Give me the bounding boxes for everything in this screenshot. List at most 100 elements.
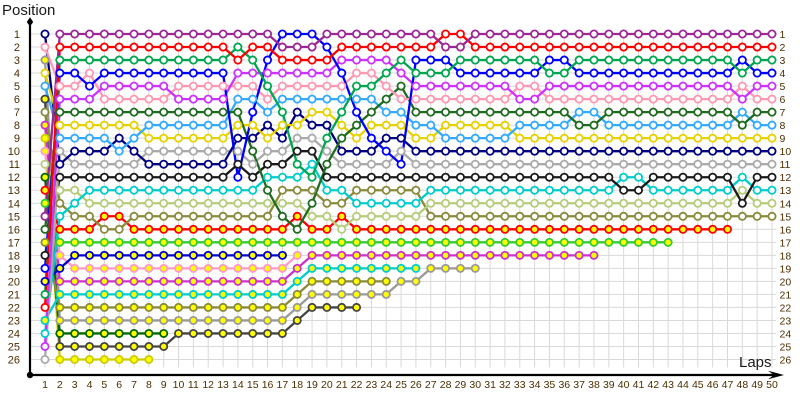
svg-text:14: 14 xyxy=(8,198,20,210)
svg-text:4: 4 xyxy=(780,68,786,80)
svg-text:34: 34 xyxy=(529,379,541,391)
svg-text:2: 2 xyxy=(14,42,20,54)
svg-text:37: 37 xyxy=(573,379,585,391)
svg-text:14: 14 xyxy=(780,198,792,210)
svg-text:18: 18 xyxy=(8,250,20,262)
svg-text:3: 3 xyxy=(14,55,20,67)
svg-text:49: 49 xyxy=(751,379,763,391)
svg-text:26: 26 xyxy=(780,355,792,367)
svg-text:22: 22 xyxy=(780,302,792,314)
svg-text:5: 5 xyxy=(780,81,786,93)
svg-text:20: 20 xyxy=(321,379,333,391)
svg-text:13: 13 xyxy=(8,185,20,197)
svg-text:17: 17 xyxy=(780,237,792,249)
svg-text:43: 43 xyxy=(662,379,674,391)
svg-text:30: 30 xyxy=(469,379,481,391)
svg-text:26: 26 xyxy=(410,379,422,391)
svg-text:9: 9 xyxy=(14,133,20,145)
svg-text:17: 17 xyxy=(277,379,289,391)
svg-text:12: 12 xyxy=(780,172,792,184)
svg-text:24: 24 xyxy=(780,328,792,340)
svg-text:14: 14 xyxy=(232,379,244,391)
svg-text:11: 11 xyxy=(9,159,20,171)
svg-text:45: 45 xyxy=(692,379,704,391)
svg-text:13: 13 xyxy=(217,379,229,391)
svg-text:23: 23 xyxy=(780,315,792,327)
svg-text:25: 25 xyxy=(395,379,407,391)
svg-text:28: 28 xyxy=(440,379,452,391)
svg-text:46: 46 xyxy=(707,379,719,391)
svg-text:3: 3 xyxy=(780,55,786,67)
svg-text:11: 11 xyxy=(188,379,199,391)
svg-text:10: 10 xyxy=(780,146,792,158)
svg-text:32: 32 xyxy=(499,379,511,391)
svg-text:7: 7 xyxy=(14,107,20,119)
svg-text:4: 4 xyxy=(87,379,93,391)
svg-text:7: 7 xyxy=(780,107,786,119)
svg-text:27: 27 xyxy=(425,379,437,391)
svg-text:12: 12 xyxy=(202,379,214,391)
svg-text:44: 44 xyxy=(677,379,689,391)
svg-text:47: 47 xyxy=(722,379,734,391)
svg-text:8: 8 xyxy=(14,120,20,132)
svg-text:42: 42 xyxy=(647,379,659,391)
svg-text:25: 25 xyxy=(8,341,20,353)
svg-text:Laps: Laps xyxy=(739,354,772,371)
svg-text:21: 21 xyxy=(780,289,792,301)
svg-text:19: 19 xyxy=(8,263,20,275)
svg-text:19: 19 xyxy=(306,379,318,391)
svg-text:6: 6 xyxy=(780,94,786,106)
svg-text:29: 29 xyxy=(455,379,467,391)
svg-text:13: 13 xyxy=(780,185,792,197)
svg-text:8: 8 xyxy=(146,379,152,391)
svg-text:15: 15 xyxy=(247,379,259,391)
svg-text:26: 26 xyxy=(8,355,20,367)
svg-text:40: 40 xyxy=(618,379,630,391)
svg-text:5: 5 xyxy=(101,379,107,391)
svg-text:10: 10 xyxy=(8,146,20,158)
svg-text:6: 6 xyxy=(116,379,122,391)
svg-text:33: 33 xyxy=(514,379,526,391)
svg-text:1: 1 xyxy=(780,29,786,41)
svg-text:16: 16 xyxy=(262,379,274,391)
svg-text:21: 21 xyxy=(8,289,20,301)
svg-text:48: 48 xyxy=(736,379,748,391)
svg-text:25: 25 xyxy=(780,341,792,353)
svg-text:31: 31 xyxy=(484,379,496,391)
svg-text:24: 24 xyxy=(8,328,20,340)
svg-text:50: 50 xyxy=(766,379,778,391)
svg-text:6: 6 xyxy=(14,94,20,106)
svg-text:10: 10 xyxy=(173,379,185,391)
svg-text:1: 1 xyxy=(14,29,20,41)
svg-text:7: 7 xyxy=(131,379,137,391)
svg-text:39: 39 xyxy=(603,379,615,391)
svg-text:19: 19 xyxy=(780,263,792,275)
svg-text:15: 15 xyxy=(8,211,20,223)
svg-text:9: 9 xyxy=(780,133,786,145)
svg-text:35: 35 xyxy=(544,379,556,391)
svg-text:41: 41 xyxy=(633,379,645,391)
svg-text:8: 8 xyxy=(780,120,786,132)
svg-text:3: 3 xyxy=(72,379,78,391)
svg-text:20: 20 xyxy=(8,276,20,288)
svg-text:11: 11 xyxy=(780,159,791,171)
svg-text:38: 38 xyxy=(588,379,600,391)
svg-text:21: 21 xyxy=(336,379,348,391)
svg-text:20: 20 xyxy=(780,276,792,288)
svg-text:4: 4 xyxy=(14,68,20,80)
svg-text:23: 23 xyxy=(8,315,20,327)
svg-text:15: 15 xyxy=(780,211,792,223)
svg-text:24: 24 xyxy=(380,379,392,391)
svg-text:18: 18 xyxy=(780,250,792,262)
svg-text:2: 2 xyxy=(57,379,63,391)
svg-text:18: 18 xyxy=(291,379,303,391)
svg-text:9: 9 xyxy=(161,379,167,391)
svg-text:22: 22 xyxy=(351,379,363,391)
svg-text:12: 12 xyxy=(8,172,20,184)
svg-text:16: 16 xyxy=(8,224,20,236)
svg-text:2: 2 xyxy=(780,42,786,54)
svg-text:22: 22 xyxy=(8,302,20,314)
svg-text:16: 16 xyxy=(780,224,792,236)
svg-text:5: 5 xyxy=(14,81,20,93)
svg-text:Position: Position xyxy=(2,2,55,19)
